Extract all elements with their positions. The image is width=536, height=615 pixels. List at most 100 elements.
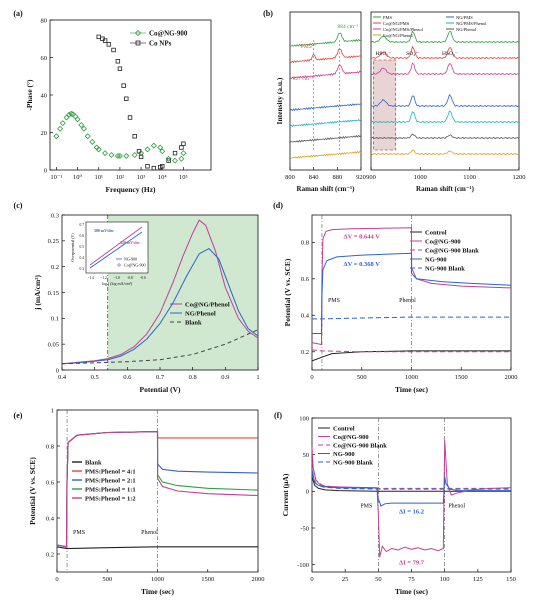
- panel-d: 0 500 1000 1500 2000 0.2 0.4 0.6 0.8 Time (sec) Po…: [273, 201, 517, 394]
- x-tick-label: 0.6: [123, 374, 132, 381]
- y-tick-label: 0.6: [46, 479, 55, 486]
- x-tick-label: 1100: [463, 174, 476, 181]
- legend-label: Blank: [85, 460, 102, 467]
- legend-label: PMS:Phenol = 1:2: [85, 496, 136, 503]
- y-tick-label: 0.2: [46, 551, 54, 558]
- legend-label: PMS: [383, 15, 393, 20]
- spectrum-left: [289, 134, 362, 143]
- y-axis-label: Current (μA): [281, 473, 290, 516]
- y-tick-label: 0.2: [51, 264, 59, 271]
- y-tick-label: 0.2: [301, 349, 309, 356]
- legend-label: NG/PMS: [456, 15, 473, 20]
- data-point: [111, 47, 116, 53]
- x-tick-label: 100: [440, 576, 450, 583]
- data-point: [63, 114, 70, 121]
- data-point: [89, 138, 96, 145]
- legend-label: Co NPs: [149, 40, 172, 48]
- data-point: [106, 42, 112, 47]
- data-point: [144, 146, 151, 153]
- panel-label: (c): [14, 201, 23, 210]
- spectrum-right: [370, 149, 520, 156]
- legend-label: NG/PMS/Phenol: [456, 21, 487, 26]
- spectrum-left: [289, 64, 362, 80]
- x-tick-label: 10⁴: [158, 174, 168, 181]
- data-point: [123, 152, 130, 159]
- panel-a: 10⁻¹ 10⁰ 10¹ 10² 10³ 10⁴ 10⁵ 0 20 40 60 80 Frequency…: [13, 9, 212, 194]
- x-tick-label: 10⁵: [179, 174, 188, 181]
- x-tick-label: 0.8: [189, 374, 197, 381]
- event-label: PMS: [73, 530, 85, 536]
- spectrum-left: [289, 150, 362, 159]
- x-tick-label: 800: [285, 174, 295, 181]
- y-tick-label: 0.6: [301, 276, 310, 283]
- inset-y-axis-label: Overpotential (V): [70, 233, 75, 262]
- event-label: Phenol: [399, 298, 416, 304]
- legend-label: PMS:Phenol = 4:1: [85, 469, 136, 476]
- x-tick-label: 500: [102, 576, 112, 583]
- spectrum-left: [289, 32, 362, 47]
- x-tick-label: 10²: [116, 174, 125, 181]
- data-point: [108, 152, 115, 158]
- annotation: ΔI = 16.2: [399, 508, 424, 515]
- y-tick-label: -50: [300, 525, 309, 532]
- y-tick-label: 0.4: [46, 515, 55, 522]
- panel-label: (d): [273, 201, 283, 210]
- y-axis-label: j (mA/cm²): [33, 275, 42, 311]
- series-line: [311, 472, 511, 490]
- y-tick-label: 50: [303, 452, 310, 459]
- legend-label: NG-900 Blank: [333, 460, 373, 467]
- data-point: [96, 34, 101, 40]
- data-point: [151, 165, 157, 171]
- annotation: HSO₅⁻: [375, 51, 391, 57]
- legend-label: Co@NG-900 Blank: [425, 248, 479, 255]
- x-tick-label: 1: [256, 374, 259, 381]
- series-line: [312, 316, 511, 320]
- x-tick-label: 1500: [455, 374, 468, 381]
- data-point: [57, 125, 64, 132]
- legend-label: Co@NG-900: [149, 30, 188, 38]
- legend-label: PMS:Phenol = 2:1: [85, 478, 136, 485]
- annotation: 884 cm⁻¹: [338, 24, 359, 30]
- data-point: [53, 133, 60, 140]
- data-point: [59, 120, 66, 127]
- y-axis-label: Potential (V vs. SCE): [28, 457, 37, 525]
- spectrum-right: [370, 93, 520, 108]
- annotation: ΔV = 0.644 V: [344, 234, 381, 241]
- x-tick-label: 1000: [405, 374, 418, 381]
- plot-frame: [289, 11, 362, 171]
- panel-label: (a): [13, 9, 23, 18]
- legend-label: Co@NG-900: [333, 434, 369, 441]
- data-point: [115, 59, 121, 64]
- x-axis-label: Time (sec): [395, 385, 428, 394]
- spectrum-right: [370, 30, 520, 44]
- data-point: [179, 145, 184, 150]
- x-tick-label: 0: [55, 576, 58, 583]
- y-tick-label: 60: [41, 55, 48, 62]
- data-point: [180, 150, 187, 157]
- plot-frame: [370, 11, 520, 171]
- event-label: Phenol: [448, 503, 465, 509]
- hso5-highlight: [373, 59, 397, 151]
- data-point: [116, 152, 123, 159]
- y-tick-label: 0.15: [48, 290, 59, 297]
- x-tick-label: 1000: [414, 174, 427, 181]
- x-tick-label: 920: [356, 174, 366, 181]
- legend-label: Co@NG/PMS/Phenol: [383, 27, 424, 32]
- spectrum-right: [370, 133, 520, 140]
- x-tick-label: 1000: [151, 576, 164, 583]
- y-tick-label: 0.8: [301, 240, 309, 247]
- inset-legend-marker: [117, 263, 121, 267]
- series-line: [61, 329, 259, 365]
- x-tick-label: 125: [473, 576, 483, 583]
- inset-y-tick-label: 0.6: [80, 234, 85, 238]
- spectrum-right: [370, 110, 520, 124]
- inset-x-tick-label: -1.2: [101, 276, 107, 280]
- spectrum-right: [370, 62, 520, 76]
- spectrum-left: [289, 103, 362, 112]
- data-point: [102, 150, 109, 157]
- panel-label: (e): [14, 411, 23, 420]
- x-tick-label: 500: [357, 374, 367, 381]
- y-tick-label: 0.05: [48, 341, 59, 348]
- inset-x-axis-label: log j (log mA/cm²): [102, 281, 133, 286]
- x-tick-label: 50: [375, 576, 382, 583]
